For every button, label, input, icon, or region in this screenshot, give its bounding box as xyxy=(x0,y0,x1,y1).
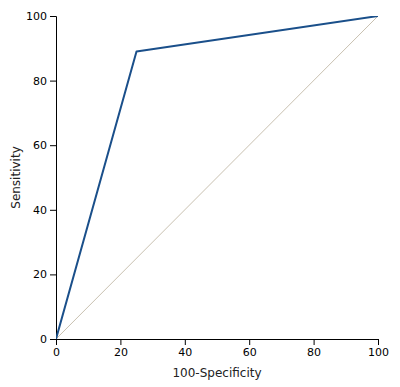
x-tick: 20 xyxy=(114,339,128,359)
y-tick-label: 60 xyxy=(33,139,47,152)
y-tick-label: 20 xyxy=(33,268,47,281)
y-tick-label: 80 xyxy=(33,75,47,88)
line xyxy=(56,16,378,339)
y-tick-mark xyxy=(50,16,56,17)
x-tick-label: 20 xyxy=(114,346,128,359)
y-tick-mark xyxy=(50,210,56,211)
plot-area: 0 20 40 60 80 100 0 20 40 60 80 100 xyxy=(26,10,389,359)
x-tick: 40 xyxy=(178,339,192,359)
y-tick-label: 0 xyxy=(40,333,47,346)
line xyxy=(56,16,378,339)
x-axis-line xyxy=(57,340,379,346)
x-tick-mark xyxy=(378,339,379,345)
x-tick-mark xyxy=(314,339,315,345)
y-tick-mark xyxy=(50,81,56,82)
y-axis: 0 20 40 60 80 100 xyxy=(26,10,57,346)
x-tick-mark xyxy=(185,339,186,345)
x-tick-label: 60 xyxy=(243,346,257,359)
x-tick: 60 xyxy=(243,339,257,359)
x-tick: 80 xyxy=(307,339,321,359)
x-axis-title: 100-Specificity xyxy=(172,366,261,380)
x-tick-label: 80 xyxy=(307,346,321,359)
y-tick: 20 xyxy=(33,268,56,281)
y-axis-line xyxy=(50,17,57,340)
y-tick-label: 100 xyxy=(26,10,47,23)
x-axis: 0 20 40 60 80 100 xyxy=(53,339,389,359)
x-tick-mark xyxy=(120,339,121,345)
y-tick: 60 xyxy=(33,139,56,152)
y-tick-mark xyxy=(50,145,56,146)
series-group xyxy=(56,16,378,339)
y-axis-title: Sensitivity xyxy=(9,146,23,208)
y-tick: 80 xyxy=(33,75,56,88)
x-tick-label: 100 xyxy=(368,346,389,359)
y-tick-mark xyxy=(50,274,56,275)
x-tick-label: 40 xyxy=(178,346,192,359)
x-tick: 0 xyxy=(53,339,60,359)
x-tick-label: 0 xyxy=(53,346,60,359)
chart: 0 20 40 60 80 100 0 20 40 60 80 100 100-Specificity S… xyxy=(0,0,400,387)
x-tick-mark xyxy=(249,339,250,345)
x-tick: 100 xyxy=(368,339,389,359)
y-tick-mark xyxy=(50,339,56,340)
y-tick: 40 xyxy=(33,204,56,217)
y-tick-label: 40 xyxy=(33,204,47,217)
y-tick: 0 xyxy=(40,333,56,346)
y-tick: 100 xyxy=(26,10,56,23)
